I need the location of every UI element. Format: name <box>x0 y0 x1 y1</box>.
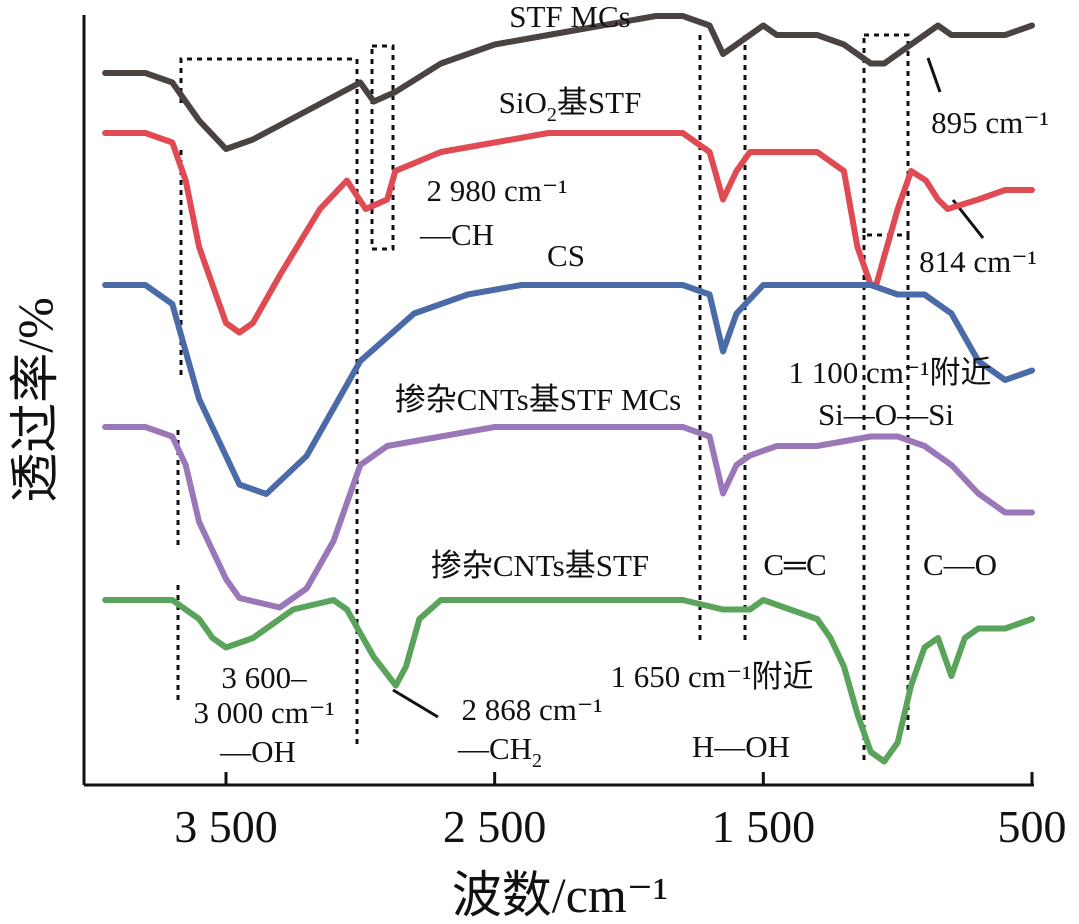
series-layer <box>102 13 1035 765</box>
series-line-3 <box>102 282 1035 497</box>
series-line-4 <box>102 424 1035 611</box>
annotation-1100: 1 100 cm⁻¹附近 <box>788 355 991 390</box>
x-tick-label: 500 <box>998 801 1067 852</box>
x-tick-label: 3 500 <box>174 801 278 852</box>
annotation-hoh: H—OH <box>692 729 790 764</box>
annotation-814: 814 cm⁻¹ <box>919 244 1037 279</box>
sio-region-box <box>862 33 910 237</box>
annotation-2868: 2 868 cm⁻¹ <box>461 692 602 727</box>
leader-895 <box>926 57 942 93</box>
annotation-ch2: —CH2 <box>457 731 542 772</box>
annotation-cc: C═C <box>763 547 826 582</box>
series-label-cnts-stf: 掺杂CNTs基STF <box>431 548 649 583</box>
x-tick-label: 2 500 <box>443 801 547 852</box>
peak-guides <box>176 33 985 760</box>
x-tick-label: 1 500 <box>712 801 816 852</box>
annotation-2980: 2 980 cm⁻¹ <box>426 173 567 208</box>
x-axis-title: 波数/cm⁻¹ <box>452 867 668 923</box>
series-line-2 <box>102 130 1035 336</box>
annotation-oh: —OH <box>219 734 296 769</box>
leader-2868 <box>392 688 439 719</box>
annotation-oh-range-1: 3 600– <box>221 660 307 695</box>
series-label-stf-mcs: STF MCs <box>509 0 630 34</box>
annotation-ch: —CH <box>419 217 494 252</box>
ch-region-box <box>370 44 395 251</box>
annotation-si-o-si: Si—O—Si <box>818 397 954 432</box>
annotation-1650: 1 650 cm⁻¹附近 <box>610 659 813 694</box>
oh-region-box <box>179 57 359 745</box>
series-label-cs: CS <box>547 238 585 273</box>
series-label-cnts-stf-mcs: 掺杂CNTs基STF MCs <box>395 382 681 417</box>
series-label-sio2-stf: SiO2基STF <box>499 85 642 126</box>
y-axis-title: 透过率/% <box>7 297 63 503</box>
x-axis-ticks: 3 500 2 500 1 500 500 <box>174 772 1067 852</box>
annotation-oh-range-2: 3 000 cm⁻¹ <box>193 695 334 730</box>
annotation-895: 895 cm⁻¹ <box>931 105 1049 140</box>
annotation-co: C—O <box>923 547 997 582</box>
series-line-1 <box>102 13 1035 152</box>
series-line-5 <box>102 597 1035 765</box>
